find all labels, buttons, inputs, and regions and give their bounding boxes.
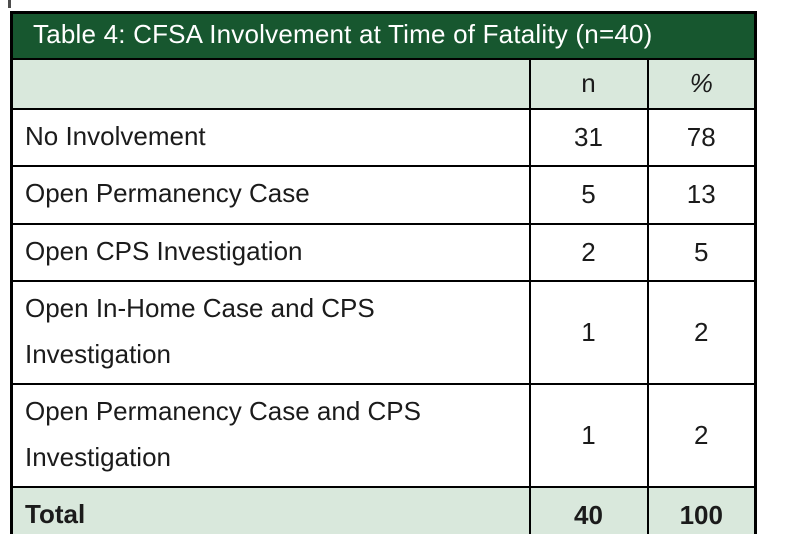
row-label: Open In-Home Case and CPS Investigation xyxy=(10,280,531,385)
column-header-percent: % xyxy=(646,57,757,110)
row-n-value: 31 xyxy=(528,107,649,167)
row-n-value: 1 xyxy=(528,383,649,488)
row-label: Open CPS Investigation xyxy=(10,222,531,282)
table-title-row: Table 4: CFSA Involvement at Time of Fat… xyxy=(10,11,757,60)
row-label: No Involvement xyxy=(10,107,531,167)
cfsa-involvement-table: Table 4: CFSA Involvement at Time of Fat… xyxy=(10,11,758,534)
row-percent-value: 13 xyxy=(646,165,757,225)
table-row-no-involvement: No Involvement 31 78 xyxy=(10,107,757,167)
row-n-value: 5 xyxy=(528,165,649,225)
column-header-blank xyxy=(10,57,531,110)
row-label: Open Permanency Case xyxy=(10,165,531,225)
table-row-total: Total 40 100 xyxy=(10,486,757,534)
row-percent-value: 2 xyxy=(646,280,757,385)
table-row-open-permanency-case: Open Permanency Case 5 13 xyxy=(10,165,757,225)
table-row-open-in-home-case-and-cps-investigation: Open In-Home Case and CPS Investigation … xyxy=(10,280,757,385)
total-label: Total xyxy=(10,486,531,534)
row-n-value: 1 xyxy=(528,280,649,385)
row-n-value: 2 xyxy=(528,222,649,282)
table-title: Table 4: CFSA Involvement at Time of Fat… xyxy=(10,11,757,60)
column-header-n: n xyxy=(528,57,649,110)
row-percent-value: 5 xyxy=(646,222,757,282)
column-header-row: n % xyxy=(10,57,757,110)
total-percent-value: 100 xyxy=(646,486,757,534)
cropped-content-artifact xyxy=(8,0,11,8)
row-percent-value: 2 xyxy=(646,383,757,488)
table-row-open-permanency-case-and-cps-investigation: Open Permanency Case and CPS Investigati… xyxy=(10,383,757,488)
row-label: Open Permanency Case and CPS Investigati… xyxy=(10,383,531,488)
table-row-open-cps-investigation: Open CPS Investigation 2 5 xyxy=(10,222,757,282)
total-n-value: 40 xyxy=(528,486,649,534)
row-percent-value: 78 xyxy=(646,107,757,167)
